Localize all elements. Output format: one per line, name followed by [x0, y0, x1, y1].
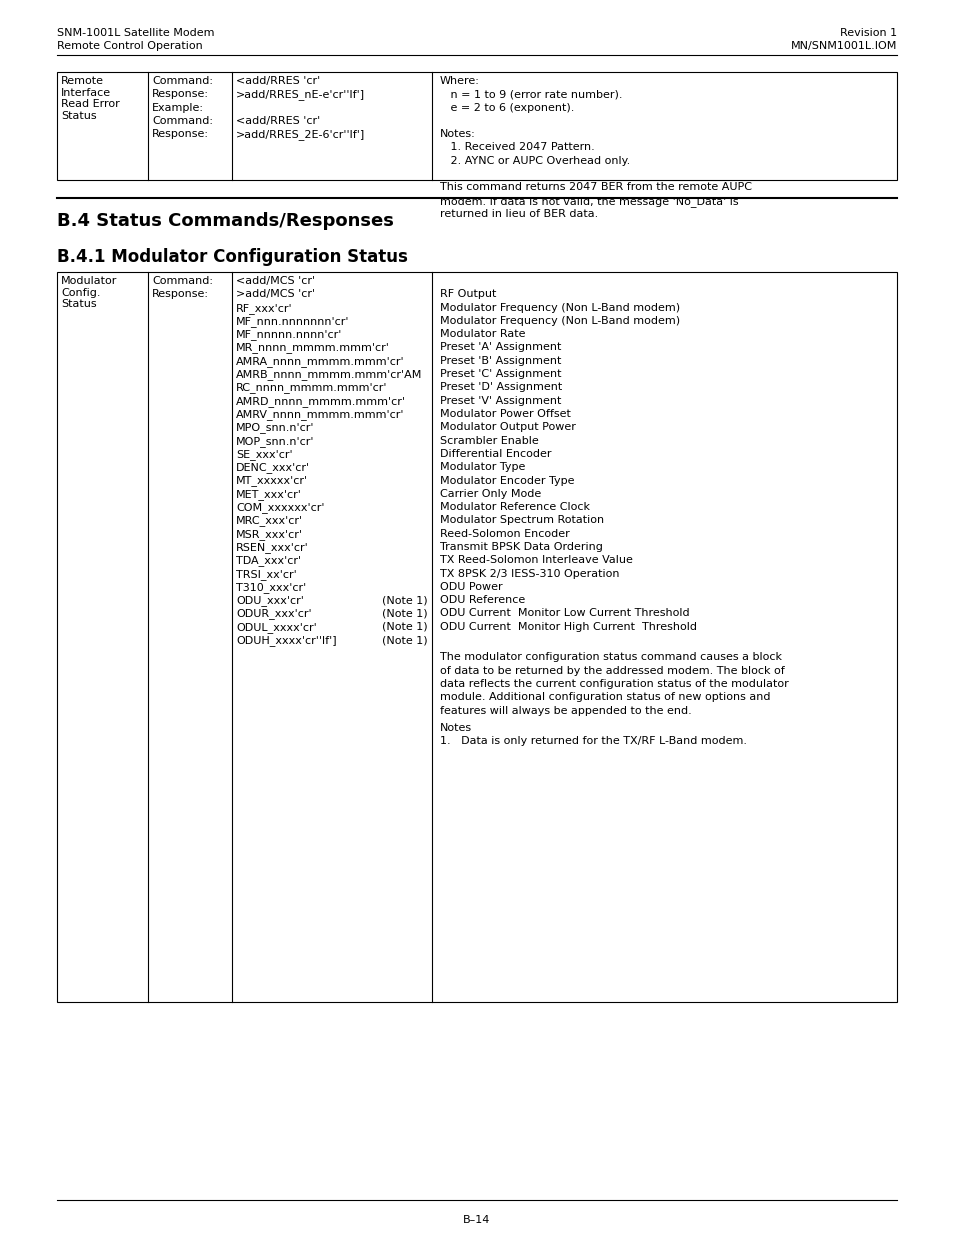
Text: MET_xxx'cr': MET_xxx'cr' [235, 489, 301, 500]
Text: ODUH_xxxx'cr''lf']: ODUH_xxxx'cr''lf'] [235, 635, 336, 646]
Text: ODU Reference: ODU Reference [439, 595, 525, 605]
Text: RC_nnnn_mmmm.mmm'cr': RC_nnnn_mmmm.mmm'cr' [235, 383, 387, 393]
Text: Reed-Solomon Encoder: Reed-Solomon Encoder [439, 529, 569, 538]
Text: B.4 Status Commands/Responses: B.4 Status Commands/Responses [57, 212, 394, 230]
Text: Response:: Response: [152, 130, 209, 140]
Text: This command returns 2047 BER from the remote AUPC: This command returns 2047 BER from the r… [439, 183, 751, 193]
Text: >add/RRES_2E-6'cr''lf']: >add/RRES_2E-6'cr''lf'] [235, 130, 365, 140]
Text: Response:: Response: [152, 289, 209, 299]
Text: 1.   Data is only returned for the TX/RF L-Band modem.: 1. Data is only returned for the TX/RF L… [439, 736, 746, 746]
Text: n = 1 to 9 (error rate number).: n = 1 to 9 (error rate number). [439, 89, 622, 99]
Text: AMRB_nnnn_mmmm.mmm'cr'AM: AMRB_nnnn_mmmm.mmm'cr'AM [235, 369, 422, 380]
Text: Notes:: Notes: [439, 130, 476, 140]
Text: AMRV_nnnn_mmmm.mmm'cr': AMRV_nnnn_mmmm.mmm'cr' [235, 409, 404, 420]
Text: Modulator Rate: Modulator Rate [439, 330, 525, 340]
Text: (Note 1): (Note 1) [382, 595, 428, 605]
Text: ODU_xxx'cr': ODU_xxx'cr' [235, 595, 304, 606]
Text: Modulator
Config.
Status: Modulator Config. Status [61, 275, 117, 309]
Text: SNM-1001L Satellite Modem: SNM-1001L Satellite Modem [57, 28, 214, 38]
Text: COM_xxxxxx'cr': COM_xxxxxx'cr' [235, 503, 324, 513]
Text: The modulator configuration status command causes a block: The modulator configuration status comma… [439, 652, 781, 662]
Text: B–14: B–14 [463, 1215, 490, 1225]
Text: B.4.1 Modulator Configuration Status: B.4.1 Modulator Configuration Status [57, 248, 408, 266]
Text: T310_xxx'cr': T310_xxx'cr' [235, 582, 306, 593]
Text: MN/SNM1001L.IOM: MN/SNM1001L.IOM [790, 41, 896, 51]
Text: TDA_xxx'cr': TDA_xxx'cr' [235, 556, 301, 566]
Text: Where:: Where: [439, 77, 479, 86]
Text: RF_xxx'cr': RF_xxx'cr' [235, 303, 293, 314]
Text: MR_nnnn_mmmm.mmm'cr': MR_nnnn_mmmm.mmm'cr' [235, 342, 390, 353]
Text: ODU Current  Monitor Low Current Threshold: ODU Current Monitor Low Current Threshol… [439, 609, 689, 619]
Text: ODU Current  Monitor High Current  Threshold: ODU Current Monitor High Current Thresho… [439, 621, 697, 632]
Text: (Note 1): (Note 1) [382, 621, 428, 632]
Text: Modulator Frequency (Non L-Band modem): Modulator Frequency (Non L-Band modem) [439, 316, 679, 326]
Text: 1. Received 2047 Pattern.: 1. Received 2047 Pattern. [439, 142, 594, 152]
Text: Preset 'A' Assignment: Preset 'A' Assignment [439, 342, 560, 352]
Text: Differential Encoder: Differential Encoder [439, 448, 551, 459]
Text: DENC_xxx'cr': DENC_xxx'cr' [235, 462, 310, 473]
Text: ODU Power: ODU Power [439, 582, 502, 592]
Text: ODUR_xxx'cr': ODUR_xxx'cr' [235, 609, 312, 620]
Text: Modulator Type: Modulator Type [439, 462, 525, 472]
Text: Command:: Command: [152, 77, 213, 86]
Text: Revision 1: Revision 1 [839, 28, 896, 38]
Text: TX Reed-Solomon Interleave Value: TX Reed-Solomon Interleave Value [439, 556, 632, 566]
Text: RSEN_xxx'cr': RSEN_xxx'cr' [235, 542, 309, 553]
Text: Modulator Frequency (Non L-Band modem): Modulator Frequency (Non L-Band modem) [439, 303, 679, 312]
Text: >add/MCS 'cr': >add/MCS 'cr' [235, 289, 314, 299]
Text: MPO_snn.n'cr': MPO_snn.n'cr' [235, 422, 314, 433]
Text: Modulator Reference Clock: Modulator Reference Clock [439, 503, 589, 513]
Text: (Note 1): (Note 1) [382, 635, 428, 645]
Text: Command:: Command: [152, 116, 213, 126]
Text: Modulator Encoder Type: Modulator Encoder Type [439, 475, 574, 485]
Bar [57, 72, 896, 180]
Text: MRC_xxx'cr': MRC_xxx'cr' [235, 515, 303, 526]
Text: Preset 'C' Assignment: Preset 'C' Assignment [439, 369, 561, 379]
Text: AMRA_nnnn_mmmm.mmm'cr': AMRA_nnnn_mmmm.mmm'cr' [235, 356, 404, 367]
Text: of data to be returned by the addressed modem. The block of: of data to be returned by the addressed … [439, 666, 784, 676]
Text: Transmit BPSK Data Ordering: Transmit BPSK Data Ordering [439, 542, 602, 552]
Text: Modulator Power Offset: Modulator Power Offset [439, 409, 570, 419]
Text: <add/MCS 'cr': <add/MCS 'cr' [235, 275, 314, 287]
Text: >add/RRES_nE-e'cr''lf']: >add/RRES_nE-e'cr''lf'] [235, 89, 365, 100]
Bar [57, 272, 896, 1002]
Text: Scrambler Enable: Scrambler Enable [439, 436, 538, 446]
Text: <add/RRES 'cr': <add/RRES 'cr' [235, 116, 320, 126]
Text: returned in lieu of BER data.: returned in lieu of BER data. [439, 209, 598, 219]
Text: Carrier Only Mode: Carrier Only Mode [439, 489, 540, 499]
Text: ODUL_xxxx'cr': ODUL_xxxx'cr' [235, 621, 316, 632]
Text: 2. AYNC or AUPC Overhead only.: 2. AYNC or AUPC Overhead only. [439, 156, 630, 165]
Text: Example:: Example: [152, 103, 204, 112]
Text: MOP_snn.n'cr': MOP_snn.n'cr' [235, 436, 314, 447]
Text: Preset 'B' Assignment: Preset 'B' Assignment [439, 356, 560, 366]
Text: TRSI_xx'cr': TRSI_xx'cr' [235, 568, 296, 579]
Text: (Note 1): (Note 1) [382, 609, 428, 619]
Text: MF_nnn.nnnnnnn'cr': MF_nnn.nnnnnnn'cr' [235, 316, 349, 327]
Text: MT_xxxxx'cr': MT_xxxxx'cr' [235, 475, 308, 487]
Text: Preset 'V' Assignment: Preset 'V' Assignment [439, 395, 560, 406]
Text: Response:: Response: [152, 89, 209, 99]
Text: Command:: Command: [152, 275, 213, 287]
Text: Preset 'D' Assignment: Preset 'D' Assignment [439, 383, 561, 393]
Text: Modulator Spectrum Rotation: Modulator Spectrum Rotation [439, 515, 603, 525]
Text: Remote Control Operation: Remote Control Operation [57, 41, 203, 51]
Text: SE_xxx'cr': SE_xxx'cr' [235, 448, 293, 459]
Text: Modulator Output Power: Modulator Output Power [439, 422, 576, 432]
Text: RF Output: RF Output [439, 289, 496, 299]
Text: module. Additional configuration status of new options and: module. Additional configuration status … [439, 693, 770, 703]
Text: modem. If data is not valid, the message 'No_Data' is: modem. If data is not valid, the message… [439, 195, 738, 206]
Text: data reflects the current configuration status of the modulator: data reflects the current configuration … [439, 679, 788, 689]
Text: Notes: Notes [439, 722, 472, 732]
Text: TX 8PSK 2/3 IESS-310 Operation: TX 8PSK 2/3 IESS-310 Operation [439, 568, 618, 579]
Text: features will always be appended to the end.: features will always be appended to the … [439, 705, 691, 715]
Text: MSR_xxx'cr': MSR_xxx'cr' [235, 529, 303, 540]
Text: AMRD_nnnn_mmmm.mmm'cr': AMRD_nnnn_mmmm.mmm'cr' [235, 395, 406, 406]
Text: Remote
Interface
Read Error
Status: Remote Interface Read Error Status [61, 77, 120, 121]
Text: <add/RRES 'cr': <add/RRES 'cr' [235, 77, 320, 86]
Text: MF_nnnnn.nnnn'cr': MF_nnnnn.nnnn'cr' [235, 330, 342, 340]
Text: e = 2 to 6 (exponent).: e = 2 to 6 (exponent). [439, 103, 574, 112]
